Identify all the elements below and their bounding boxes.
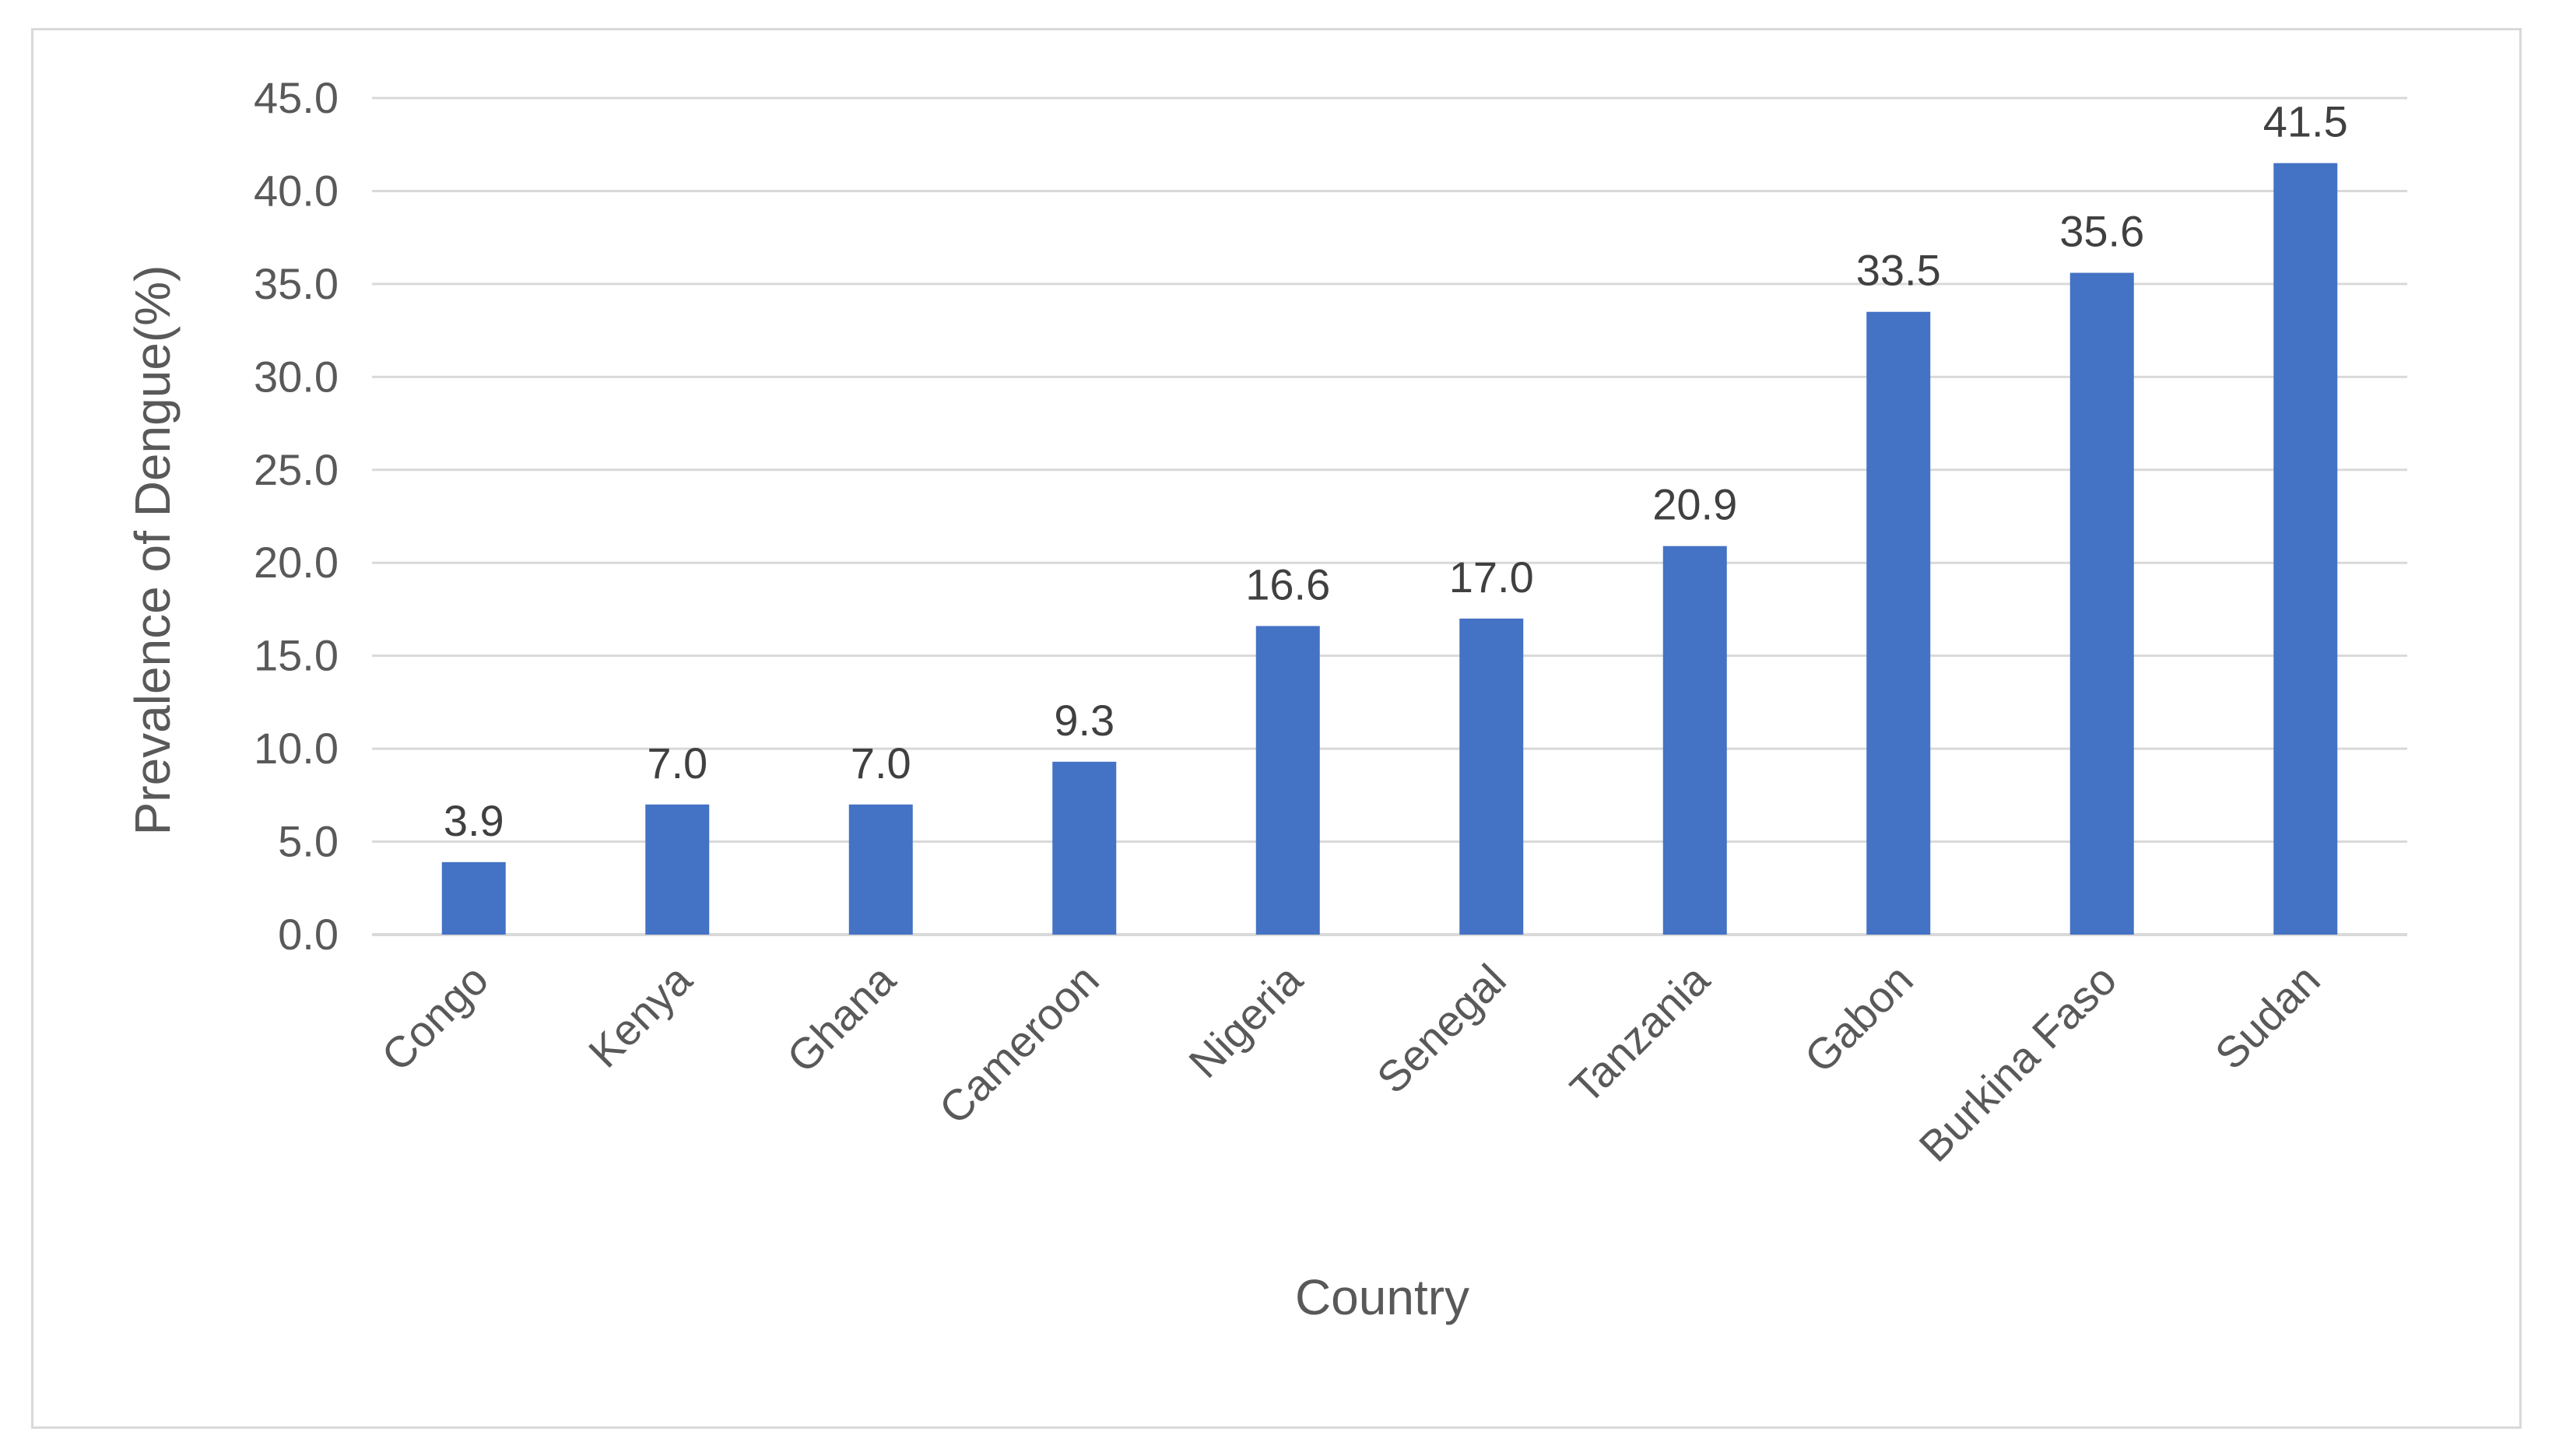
bar-cameroon	[1052, 761, 1117, 935]
data-label: 20.9	[1652, 480, 1737, 529]
x-tick-label: Sudan	[2206, 955, 2329, 1079]
data-label: 7.0	[851, 739, 911, 788]
gridlines	[372, 96, 2407, 936]
bar-tanzania	[1662, 546, 1727, 935]
x-tick-label: Congo	[372, 955, 497, 1080]
x-tick-label: Burkina Faso	[1909, 955, 2125, 1171]
data-label: 33.5	[1856, 246, 1941, 295]
y-axis-title: Prevalence of Dengue(%)	[125, 265, 181, 836]
x-tick-label: Tanzania	[1560, 954, 1719, 1113]
bars	[441, 163, 2338, 935]
y-tick-label: 35.0	[254, 259, 339, 308]
data-labels: 3.9 7.0 7.0 9.3 16.6 17.0 20.9 33.5 35.6 41.5	[444, 97, 2348, 845]
bar-ghana	[848, 804, 913, 935]
bar-congo	[441, 861, 506, 935]
chart-frame: 3.9 7.0 7.0 9.3 16.6 17.0 20.9 33.5 35.6 41.5 0.0…	[31, 28, 2522, 1429]
data-label: 3.9	[444, 796, 504, 845]
x-axis-ticks: Congo Kenya Ghana Cameroon Nigeria Senegal Tan…	[372, 954, 2329, 1170]
y-tick-label: 40.0	[254, 166, 339, 215]
y-tick-label: 5.0	[278, 817, 339, 866]
x-tick-label: Senegal	[1367, 955, 1515, 1103]
y-tick-label: 10.0	[254, 724, 339, 773]
y-axis-ticks: 0.0 5.0 10.0 15.0 20.0 25.0 30.0 35.0 40.0 45.0	[254, 73, 339, 959]
x-tick-label: Gabon	[1795, 955, 1922, 1082]
x-tick-label: Cameroon	[929, 955, 1108, 1133]
bar-senegal	[1459, 618, 1524, 935]
bar-sudan	[2273, 163, 2338, 935]
bar-gabon	[1866, 311, 1931, 935]
x-tick-label: Nigeria	[1179, 954, 1312, 1087]
data-label: 17.0	[1449, 553, 1534, 602]
y-tick-label: 0.0	[278, 910, 339, 959]
x-tick-label: Kenya	[579, 954, 701, 1076]
y-tick-label: 15.0	[254, 631, 339, 680]
bar-nigeria	[1255, 626, 1320, 935]
y-tick-label: 30.0	[254, 352, 339, 401]
x-tick-label: Ghana	[778, 954, 905, 1082]
bar-kenya	[645, 804, 710, 935]
data-label: 9.3	[1054, 696, 1115, 745]
y-tick-label: 45.0	[254, 73, 339, 122]
x-axis-title: Country	[1295, 1269, 1469, 1325]
y-tick-label: 20.0	[254, 538, 339, 587]
data-label: 35.6	[2059, 207, 2144, 256]
bar-chart: 3.9 7.0 7.0 9.3 16.6 17.0 20.9 33.5 35.6 41.5 0.0…	[125, 73, 2407, 1325]
data-label: 16.6	[1245, 560, 1330, 609]
data-label: 41.5	[2263, 97, 2348, 146]
bar-burkina-faso	[2069, 272, 2134, 935]
data-label: 7.0	[647, 739, 707, 788]
y-tick-label: 25.0	[254, 445, 339, 494]
